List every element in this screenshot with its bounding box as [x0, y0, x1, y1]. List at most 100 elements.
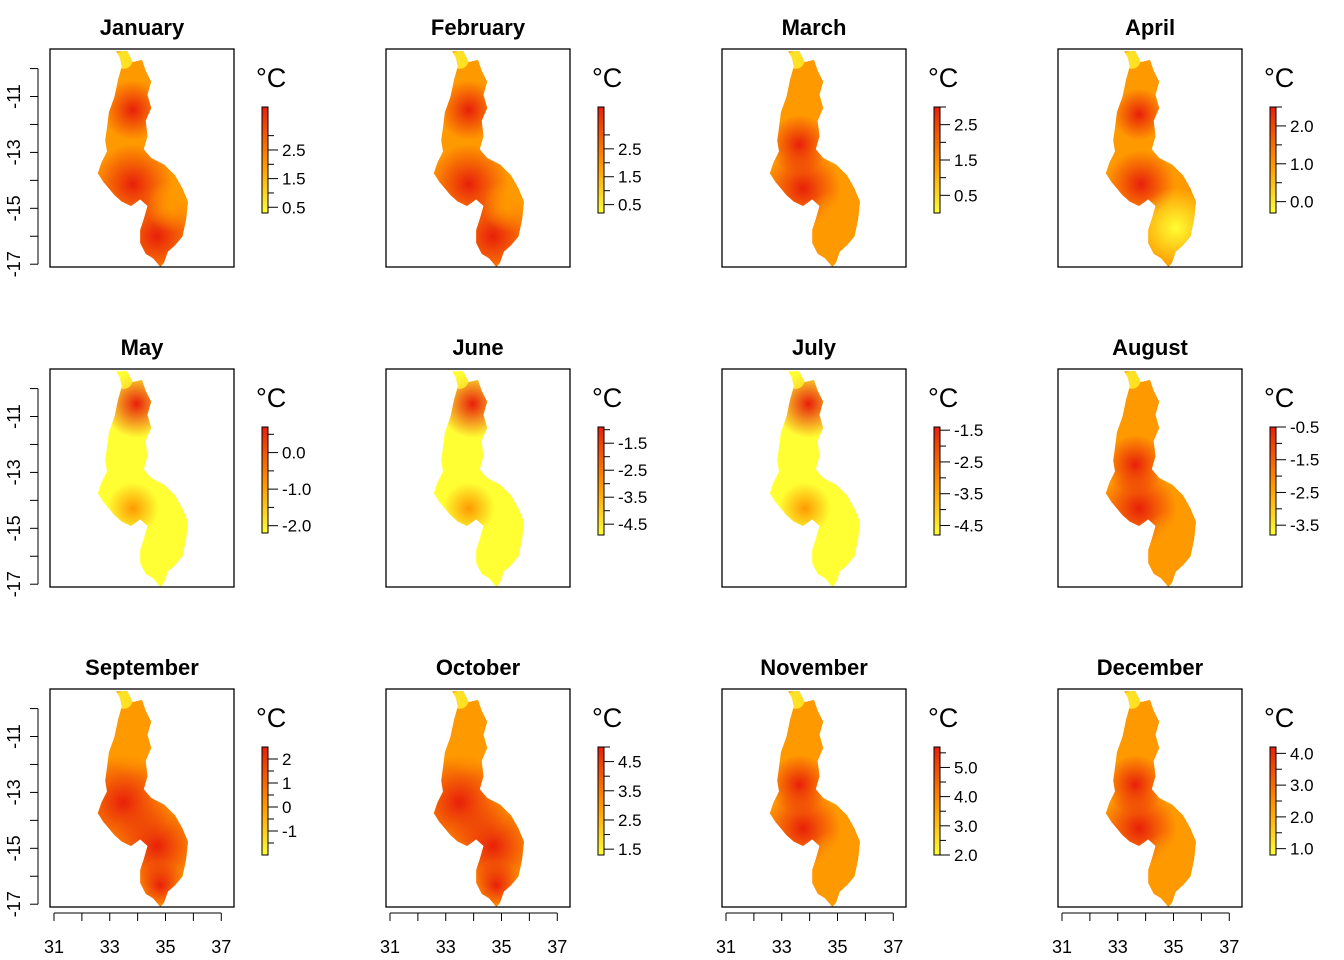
colorbar-legend: °C 2 1 0 -1	[256, 703, 297, 856]
colorbar	[933, 106, 941, 214]
map-hotspot	[1144, 510, 1193, 559]
map-raster	[769, 371, 860, 587]
legend-tick-label: 1	[282, 774, 291, 793]
x-tick-label: 35	[1163, 937, 1183, 957]
y-tick-label: -17	[4, 571, 24, 597]
x-tick-label: 33	[100, 937, 120, 957]
panel-frame	[49, 48, 235, 268]
map-hotspot	[1135, 187, 1196, 268]
map-hotspot	[438, 80, 499, 141]
x-tick-label: 31	[1052, 937, 1072, 957]
legend-tick-label: 1.0	[1290, 155, 1314, 174]
panel-april: April °C 2.0 1.0 0.0	[1057, 15, 1314, 268]
panel-october: October °C 4.5 3.5 2.5 1.5 31 33 35 37	[380, 655, 642, 957]
legend-unit-label: °C	[928, 63, 958, 93]
legend-tick-label: 1.5	[618, 168, 642, 187]
x-tick-label: 35	[827, 937, 847, 957]
x-tick-label: 31	[716, 937, 736, 957]
colorbar	[933, 746, 941, 856]
x-tick-label: 31	[44, 937, 64, 957]
x-tick-label: 33	[772, 937, 792, 957]
map-raster	[769, 51, 860, 267]
panel-august: August °C -0.5 -1.5 -2.5 -3.5	[1057, 335, 1319, 588]
y-tick-label: -13	[4, 779, 24, 805]
map-hotspot	[136, 861, 185, 907]
map-hotspot	[472, 861, 521, 907]
map-hotspot	[481, 179, 524, 232]
y-tick-label: -13	[4, 139, 24, 165]
legend-tick-label: -2.0	[282, 517, 311, 536]
map-hotspot	[769, 754, 830, 815]
panel-frame	[49, 368, 235, 588]
x-tick-label: 37	[211, 937, 231, 957]
map-raster	[97, 691, 188, 907]
panel-frame	[1057, 688, 1243, 908]
map-hotspot	[142, 534, 187, 579]
map-hotspot	[102, 80, 163, 141]
panel-july: July °C -1.5 -2.5 -3.5 -4.5	[721, 335, 983, 588]
panel-title: May	[121, 335, 165, 360]
y-axis: -11 -13 -15 -17	[4, 68, 39, 277]
panel-frame	[721, 48, 907, 268]
map-hotspot	[774, 371, 843, 438]
legend-tick-label: -3.5	[954, 485, 983, 504]
legend-tick-label: 2.5	[282, 141, 306, 160]
map-hotspot	[114, 371, 133, 389]
x-axis: 31 33 35 37	[380, 912, 567, 957]
legend-tick-label: -0.5	[1290, 418, 1319, 437]
legend-tick-label: 4.0	[1290, 744, 1314, 763]
y-tick-label: -11	[4, 724, 24, 749]
legend-tick-label: -1.5	[1290, 451, 1319, 470]
map-hotspot	[438, 715, 499, 776]
x-tick-label: 35	[155, 937, 175, 957]
colorbar-legend: °C 2.5 1.5 0.5	[256, 63, 306, 217]
map-hotspot	[106, 482, 159, 535]
map-hotspot	[786, 371, 805, 389]
legend-tick-label: 2.0	[1290, 117, 1314, 136]
map-hotspot	[102, 371, 171, 438]
legend-tick-label: -2.5	[1290, 483, 1319, 502]
panel-title: January	[100, 15, 185, 40]
panel-frame	[385, 48, 571, 268]
legend-tick-label: -1.5	[954, 421, 983, 440]
panel-november: November °C 5.0 4.0 3.0 2.0 31 33 35 37	[716, 655, 978, 957]
panel-title: March	[782, 15, 847, 40]
y-tick-label: -15	[4, 835, 24, 861]
map-raster	[1105, 51, 1196, 268]
map-raster	[97, 51, 188, 268]
colorbar-legend: °C 5.0 4.0 3.0 2.0	[928, 703, 978, 865]
map-hotspot	[450, 691, 469, 709]
panel-january: January °C 2.5 1.5 0.5 -11 -13 -15 -17	[4, 15, 306, 277]
panel-frame	[385, 688, 571, 908]
map-raster	[433, 371, 524, 587]
colorbar-legend: °C 2.5 1.5 0.5	[928, 63, 978, 214]
y-tick-label: -17	[4, 891, 24, 917]
map-hotspot	[1122, 51, 1141, 69]
legend-tick-label: 1.5	[954, 151, 978, 170]
colorbar-legend: °C -1.5 -2.5 -3.5 -4.5	[928, 383, 983, 536]
map-hotspot	[769, 114, 830, 175]
y-tick-label: -11	[4, 84, 24, 109]
legend-tick-label: 1.5	[282, 170, 306, 189]
colorbar-legend: °C -1.5 -2.5 -3.5 -4.5	[592, 383, 647, 536]
x-tick-label: 31	[380, 937, 400, 957]
legend-tick-label: -1.0	[282, 480, 311, 499]
x-axis: 31 33 35 37	[716, 912, 903, 957]
map-hotspot	[1112, 88, 1165, 141]
legend-tick-label: 1.5	[618, 840, 642, 859]
map-hotspot	[450, 51, 469, 69]
colorbar-legend: °C 2.5 1.5 0.5	[592, 63, 642, 215]
panel-title: August	[1112, 335, 1188, 360]
y-axis: -11 -13 -15 -17	[4, 388, 39, 597]
y-tick-label: -17	[4, 251, 24, 277]
map-hotspot	[1105, 434, 1166, 495]
colorbar	[261, 746, 269, 856]
legend-tick-label: 5.0	[954, 758, 978, 777]
colorbar-legend: °C 4.0 3.0 2.0 1.0	[1264, 703, 1314, 859]
panel-march: March °C 2.5 1.5 0.5	[721, 15, 978, 268]
map-hotspot	[1122, 371, 1141, 389]
legend-unit-label: °C	[1264, 703, 1294, 733]
legend-unit-label: °C	[592, 383, 622, 413]
map-hotspot	[778, 482, 831, 535]
